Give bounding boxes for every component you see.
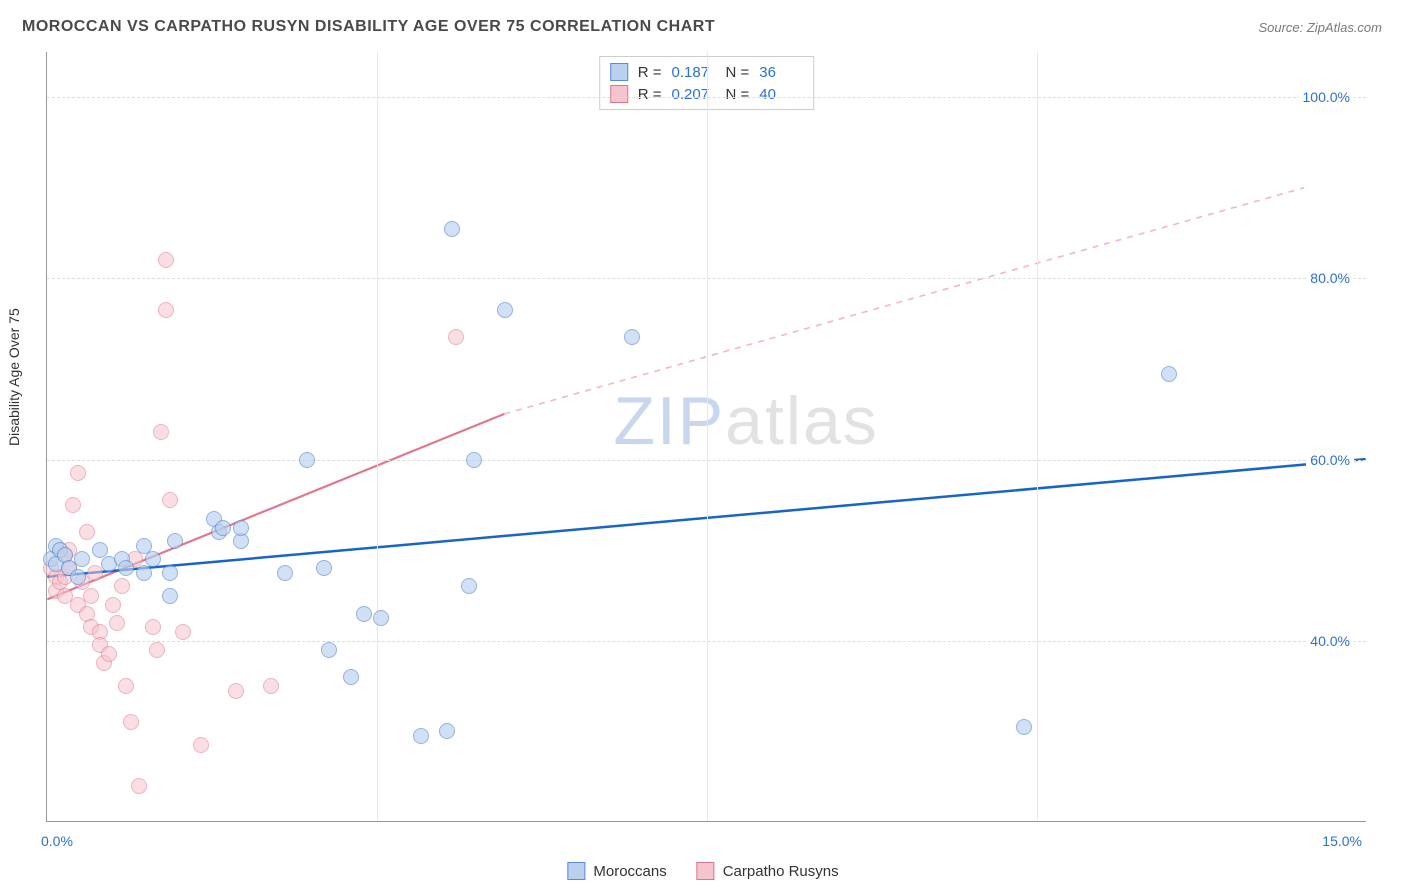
scatter-point (136, 565, 152, 581)
scatter-point (321, 642, 337, 658)
n-value-carpatho: 40 (759, 86, 803, 103)
scatter-point (118, 678, 134, 694)
scatter-point (114, 578, 130, 594)
scatter-point (162, 588, 178, 604)
legend-item-carpatho: Carpatho Rusyns (697, 862, 839, 880)
scatter-point (316, 560, 332, 576)
scatter-point (145, 551, 161, 567)
scatter-point (624, 329, 640, 345)
r-label: R = (638, 86, 662, 103)
y-tick-label: 80.0% (1306, 268, 1354, 288)
scatter-point (466, 452, 482, 468)
scatter-point (263, 678, 279, 694)
scatter-point (373, 610, 389, 626)
scatter-point (74, 551, 90, 567)
swatch-carpatho (697, 862, 715, 880)
swatch-moroccans (610, 63, 628, 81)
scatter-point (153, 424, 169, 440)
scatter-point (162, 492, 178, 508)
legend-label-moroccans: Moroccans (593, 863, 666, 880)
source-prefix: Source: (1258, 20, 1306, 35)
watermark-atlas: atlas (725, 383, 879, 459)
scatter-point (158, 252, 174, 268)
n-value-moroccans: 36 (759, 64, 803, 81)
n-label: N = (726, 64, 750, 81)
scatter-point (413, 728, 429, 744)
scatter-point (193, 737, 209, 753)
scatter-point (167, 533, 183, 549)
r-value-carpatho: 0.207 (672, 86, 716, 103)
scatter-point (299, 452, 315, 468)
scatter-point (109, 615, 125, 631)
scatter-point (162, 565, 178, 581)
grid-line-v (377, 52, 378, 821)
swatch-carpatho (610, 85, 628, 103)
scatter-point (277, 565, 293, 581)
scatter-point (79, 524, 95, 540)
scatter-point (83, 588, 99, 604)
scatter-point (1016, 719, 1032, 735)
scatter-point (149, 642, 165, 658)
scatter-point (497, 302, 513, 318)
scatter-point (101, 646, 117, 662)
watermark-zip: ZIP (613, 383, 725, 459)
source-attribution: Source: ZipAtlas.com (1258, 20, 1382, 35)
y-axis-label: Disability Age Over 75 (6, 308, 22, 446)
scatter-point (1161, 366, 1177, 382)
grid-line-v (707, 52, 708, 821)
scatter-point (70, 569, 86, 585)
scatter-point (233, 520, 249, 536)
chart-title: MOROCCAN VS CARPATHO RUSYN DISABILITY AG… (22, 18, 715, 36)
scatter-point (131, 778, 147, 794)
swatch-moroccans (567, 862, 585, 880)
y-tick-label: 100.0% (1299, 87, 1354, 107)
legend-item-moroccans: Moroccans (567, 862, 666, 880)
r-label: R = (638, 64, 662, 81)
legend-label-carpatho: Carpatho Rusyns (723, 863, 839, 880)
y-tick-label: 40.0% (1306, 631, 1354, 651)
scatter-point (70, 465, 86, 481)
scatter-point (158, 302, 174, 318)
scatter-point (215, 520, 231, 536)
plot-area: ZIPatlas R = 0.187 N = 36 R = 0.207 N = … (46, 52, 1366, 822)
bottom-legend: Moroccans Carpatho Rusyns (567, 862, 838, 880)
watermark: ZIPatlas (613, 382, 878, 460)
scatter-point (105, 597, 121, 613)
scatter-point (461, 578, 477, 594)
x-tick-min: 0.0% (41, 833, 73, 849)
scatter-point (145, 619, 161, 635)
y-tick-label: 60.0% (1306, 450, 1354, 470)
scatter-point (448, 329, 464, 345)
scatter-point (123, 714, 139, 730)
scatter-point (444, 221, 460, 237)
scatter-point (356, 606, 372, 622)
scatter-point (228, 683, 244, 699)
source-name: ZipAtlas.com (1307, 20, 1382, 35)
scatter-point (65, 497, 81, 513)
r-value-moroccans: 0.187 (672, 64, 716, 81)
scatter-point (343, 669, 359, 685)
x-tick-max: 15.0% (1322, 833, 1362, 849)
scatter-point (175, 624, 191, 640)
scatter-point (118, 560, 134, 576)
grid-line-v (1037, 52, 1038, 821)
scatter-point (439, 723, 455, 739)
n-label: N = (726, 86, 750, 103)
